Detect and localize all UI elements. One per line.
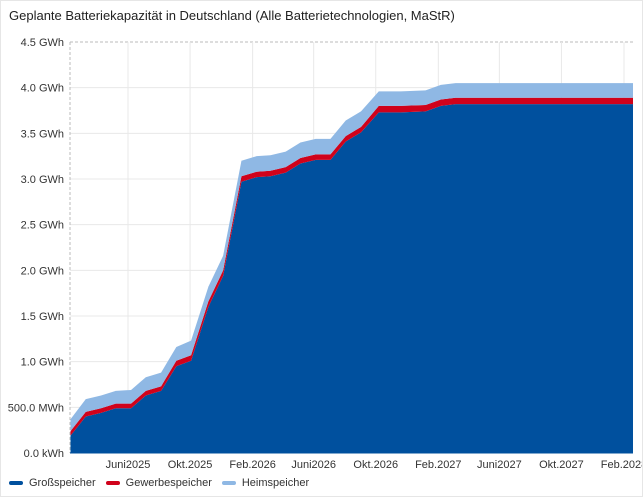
y-tick-label: 4.5 GWh: [21, 37, 64, 49]
y-tick-label: 2.5 GWh: [21, 220, 64, 232]
x-tick-label: Feb.2028: [601, 459, 643, 471]
y-tick-label: 3.5 GWh: [21, 128, 64, 140]
x-tick-label: Juni2026: [291, 459, 336, 471]
chart-title: Geplante Batteriekapazität in Deutschlan…: [9, 8, 455, 23]
y-tick-label: 500.0 MWh: [8, 402, 64, 414]
area-heimspeicher: [70, 83, 633, 432]
legend-item-gewerbespeicher[interactable]: Gewerbespeicher: [105, 477, 212, 489]
x-tick-label: Feb.2027: [415, 459, 461, 471]
x-tick-label: Okt.2027: [539, 459, 584, 471]
area-großspeicher: [70, 104, 633, 454]
legend-item-grossspeicher[interactable]: Großspeicher: [9, 477, 96, 489]
y-tick-label: 4.0 GWh: [21, 83, 64, 95]
legend-swatch: [9, 481, 23, 485]
legend: Großspeicher Gewerbespeicher Heimspeiche…: [9, 477, 309, 489]
legend-label: Heimspeicher: [241, 477, 310, 489]
legend-label: Großspeicher: [29, 477, 96, 489]
y-tick-label: 0.0 kWh: [24, 448, 64, 460]
y-tick-label: 1.5 GWh: [21, 311, 64, 323]
y-tick-label: 1.0 GWh: [21, 357, 64, 369]
x-tick-label: Feb.2026: [229, 459, 275, 471]
legend-item-heimspeicher[interactable]: Heimspeicher: [221, 477, 310, 489]
legend-label: Gewerbespeicher: [125, 477, 212, 489]
y-tick-label: 3.0 GWh: [21, 174, 64, 186]
y-tick-label: 2.0 GWh: [21, 265, 64, 277]
x-tick-label: Okt.2026: [353, 459, 398, 471]
legend-swatch: [105, 481, 120, 485]
x-tick-label: Juni2025: [106, 459, 151, 471]
x-tick-label: Okt.2025: [168, 459, 213, 471]
legend-swatch: [221, 481, 236, 485]
x-tick-label: Juni2027: [477, 459, 522, 471]
